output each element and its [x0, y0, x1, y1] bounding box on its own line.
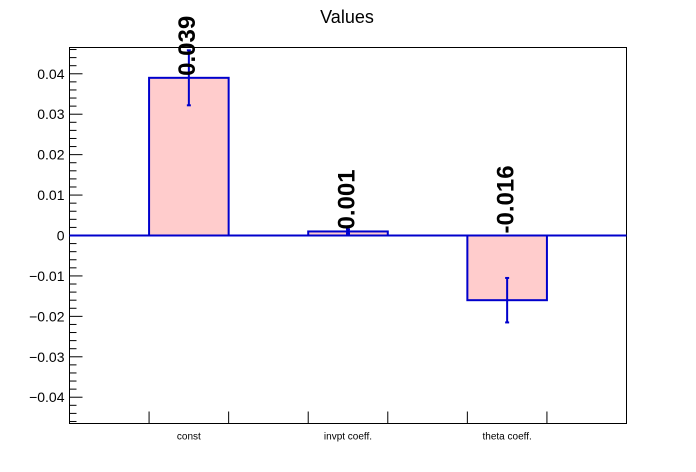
bar [466, 234, 548, 302]
data-label: -0.016 [492, 165, 519, 233]
y-tick-label: 0.02 [37, 147, 64, 163]
y-tick-label: 0.01 [37, 187, 64, 203]
y-tick-label: −0.02 [29, 308, 65, 324]
y-axis: −0.04 −0.03 −0.02 −0.01 0 0.01 0.02 0.03 0.04 [29, 49, 83, 422]
y-tick-label: 0 [57, 228, 65, 244]
x-category-label: invpt coeff. [324, 432, 372, 443]
data-label: 0.001 [333, 169, 360, 229]
y-tick-label: −0.04 [29, 389, 65, 405]
y-tick-label: −0.01 [29, 268, 65, 284]
x-axis: const invpt coeff. theta coeff. [148, 411, 548, 443]
data-labels: 0.039 0.001 -0.016 [174, 16, 519, 234]
y-tick-label: −0.03 [29, 349, 65, 365]
data-label: 0.039 [174, 16, 201, 76]
chart-title: Values [320, 7, 374, 27]
bars [69, 49, 627, 324]
y-tick-label: 0.04 [37, 66, 64, 82]
y-tick-label: 0.03 [37, 106, 64, 122]
x-category-label: const [177, 432, 201, 443]
x-category-label: theta coeff. [482, 432, 531, 443]
